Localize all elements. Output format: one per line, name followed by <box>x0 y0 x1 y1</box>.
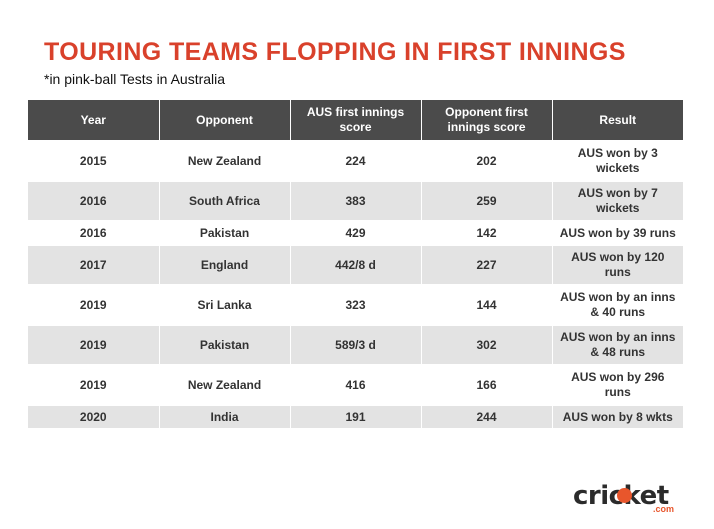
cell-opponent: Pakistan <box>158 220 291 245</box>
cell-aus-score: 442/8 d <box>289 244 422 285</box>
table-row: 2017 England 442/8 d 227 AUS won by 120 … <box>28 244 683 285</box>
cell-result: AUS won by 7 wickets <box>551 180 683 221</box>
chart-subtitle: *in pink-ball Tests in Australia <box>44 71 226 87</box>
cell-opponent-score: 142 <box>420 220 553 245</box>
table-row: 2016 South Africa 383 259 AUS won by 7 w… <box>28 180 683 221</box>
header-result: Result <box>551 100 683 141</box>
logo-ball-icon <box>617 488 632 503</box>
cricket-com-logo: cricket .com <box>573 481 685 517</box>
cell-opponent: Sri Lanka <box>158 284 291 325</box>
table-row: 2019 New Zealand 416 166 AUS won by 296 … <box>28 364 683 405</box>
cell-aus-score: 416 <box>289 364 422 405</box>
cell-opponent-score: 166 <box>420 364 553 405</box>
cell-opponent: South Africa <box>158 180 291 221</box>
cell-result: AUS won by 8 wkts <box>551 404 683 428</box>
cell-opponent: England <box>158 244 291 285</box>
cell-result: AUS won by an inns & 40 runs <box>551 284 683 325</box>
header-opponent-score: Opponent first innings score <box>420 100 553 141</box>
cell-opponent-score: 244 <box>420 404 553 428</box>
table-header-row: Year Opponent AUS first innings score Op… <box>28 100 683 141</box>
cell-opponent-score: 302 <box>420 324 553 365</box>
cell-result: AUS won by 39 runs <box>551 220 683 245</box>
cell-result: AUS won by 3 wickets <box>551 140 683 181</box>
table-row: 2015 New Zealand 224 202 AUS won by 3 wi… <box>28 140 683 181</box>
cell-year: 2019 <box>28 324 160 365</box>
results-table: Year Opponent AUS first innings score Op… <box>28 100 683 428</box>
cell-result: AUS won by 296 runs <box>551 364 683 405</box>
cell-aus-score: 224 <box>289 140 422 181</box>
cell-opponent: India <box>158 404 291 428</box>
cell-year: 2017 <box>28 244 160 285</box>
cell-result: AUS won by an inns & 48 runs <box>551 324 683 365</box>
cell-opponent-score: 202 <box>420 140 553 181</box>
header-year: Year <box>28 100 160 141</box>
cell-opponent-score: 144 <box>420 284 553 325</box>
table-row: 2016 Pakistan 429 142 AUS won by 39 runs <box>28 220 683 245</box>
cell-result: AUS won by 120 runs <box>551 244 683 285</box>
cell-aus-score: 429 <box>289 220 422 245</box>
logo-suffix: .com <box>653 504 675 514</box>
cell-aus-score: 323 <box>289 284 422 325</box>
cell-opponent-score: 259 <box>420 180 553 221</box>
cell-opponent: New Zealand <box>158 364 291 405</box>
header-aus-score: AUS first innings score <box>289 100 422 141</box>
cell-year: 2016 <box>28 180 160 221</box>
header-opponent: Opponent <box>158 100 291 141</box>
cell-opponent: Pakistan <box>158 324 291 365</box>
cell-year: 2019 <box>28 364 160 405</box>
table-row: 2020 India 191 244 AUS won by 8 wkts <box>28 404 683 428</box>
cell-year: 2015 <box>28 140 160 181</box>
cell-year: 2020 <box>28 404 160 428</box>
cell-aus-score: 191 <box>289 404 422 428</box>
cell-year: 2019 <box>28 284 160 325</box>
chart-title: TOURING TEAMS FLOPPING IN FIRST INNINGS <box>44 38 626 66</box>
cell-year: 2016 <box>28 220 160 245</box>
table-row: 2019 Sri Lanka 323 144 AUS won by an inn… <box>28 284 683 325</box>
cell-aus-score: 589/3 d <box>289 324 422 365</box>
cell-aus-score: 383 <box>289 180 422 221</box>
table-row: 2019 Pakistan 589/3 d 302 AUS won by an … <box>28 324 683 365</box>
cell-opponent: New Zealand <box>158 140 291 181</box>
cell-opponent-score: 227 <box>420 244 553 285</box>
